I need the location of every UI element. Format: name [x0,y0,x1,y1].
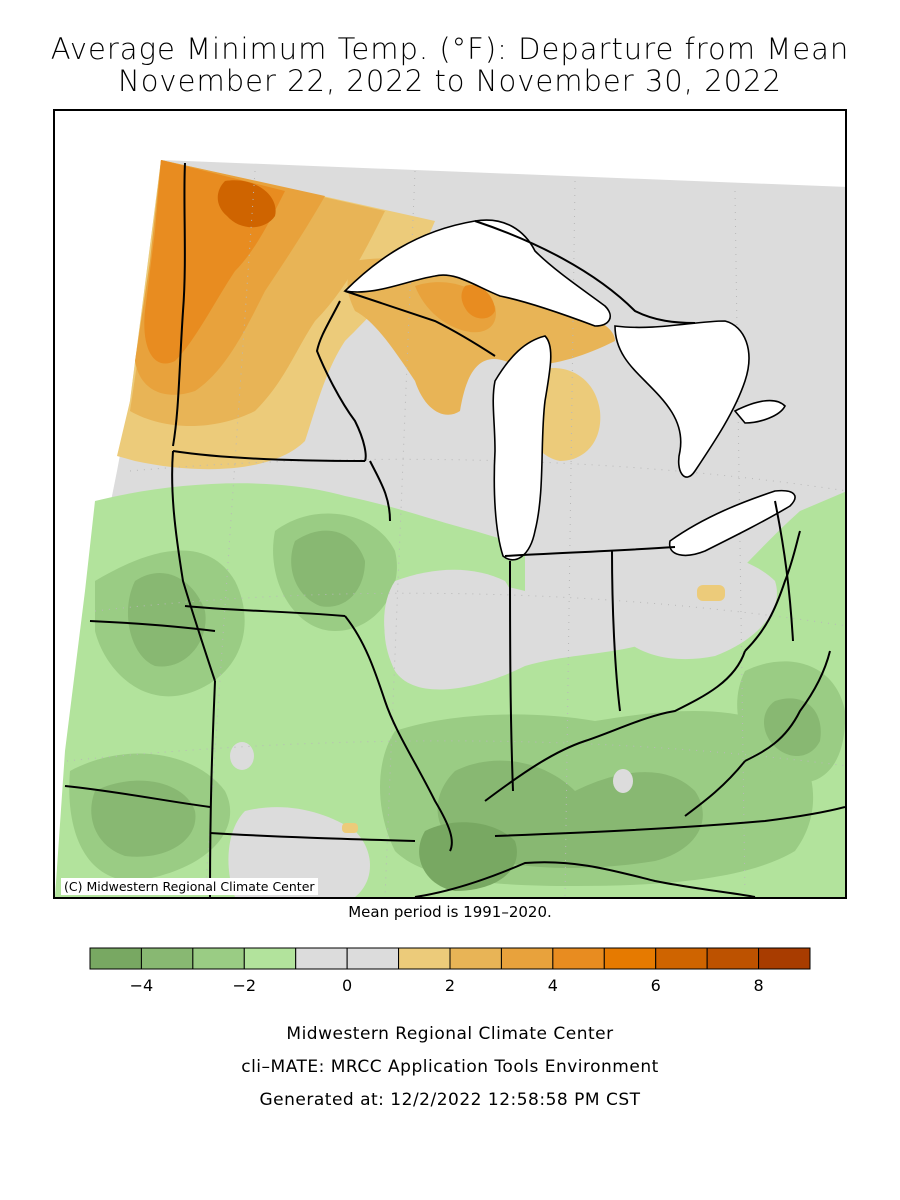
near-normal-regions [228,547,777,897]
region-green-dark [127,572,206,667]
region-orange-lake-superior [347,258,615,415]
boundary-mn-wi [315,300,367,462]
legend-bin [192,947,245,970]
boundary-ks-mo [209,680,216,897]
boundary-ne-ks [89,620,216,632]
legend-tick-label: 6 [651,976,661,995]
legend-tick-label: 0 [342,976,352,995]
region-green-dark-3 [91,780,196,857]
legend-bin [552,947,605,970]
map-copyright: (C) Midwestern Regional Climate Center [61,878,318,895]
legend-tick-label: 4 [548,976,558,995]
temperature-departure-map [55,111,845,897]
boundary-ia-mo [184,605,346,617]
boundary-wi-il [369,460,391,522]
boundary-ky-north [484,650,746,802]
region-orange-up-dark [461,285,495,319]
boundary-ks-ok [64,785,211,808]
region-gray-east [603,547,777,660]
footer-application: cli–MATE: MRCC Application Tools Environ… [241,1057,659,1077]
boundary-tn-south [414,861,756,897]
legend-bin [295,947,348,970]
boundary-mi-canada [474,220,696,324]
state-boundaries [64,162,845,897]
boundary-mn-south [172,450,366,462]
boundary-ky-tn [494,806,845,837]
above-normal-regions [117,160,725,833]
legend-tick-label: −4 [130,976,154,995]
boundary-il-in [509,560,514,792]
boundary-oh-wv [744,530,801,652]
region-gray-south [228,807,370,897]
region-gray-central [384,569,520,687]
legend-bin [346,947,400,970]
region-green-dark-2 [291,530,365,607]
footer-organization: Midwestern Regional Climate Center [286,1024,614,1044]
legend-bin [398,947,451,970]
region-orange-dark [217,180,276,228]
legend-bin [449,947,502,970]
boundary-wi-mi-up [344,290,496,357]
footer-generated-at: Generated at: 12/2/2022 12:58:58 PM CST [259,1090,641,1110]
boundary-in-oh [611,550,621,712]
map-title-line-1: Average Minimum Temp. (°F): Departure fr… [50,32,850,66]
great-lakes [343,219,796,561]
region-orange-missouri [342,823,358,833]
region-green-darkest [419,822,517,891]
mean-period-note: Mean period is 1991–2020. [348,903,552,921]
legend-bin [500,947,554,970]
legend-bin [758,947,811,970]
boundary-wv-va [744,650,831,762]
region-gray-dot [613,769,633,793]
legend-bin [140,947,194,970]
legend-bin [243,947,297,970]
legend-bin [603,947,657,970]
legend-tick-labels: −4 −2 0 2 4 6 8 [130,976,764,995]
below-normal-regions [55,483,845,897]
legend-bin [706,947,760,970]
lake-erie [669,489,796,557]
legend-tick-label: 8 [753,976,763,995]
map-title-line-2: November 22, 2022 to November 30, 2022 [118,64,782,98]
legend-bin [655,947,708,970]
boundary-ky-va [684,760,746,817]
lake-huron [614,320,750,478]
map-frame: (C) Midwestern Regional Climate Center [53,109,847,899]
boundary-il-west [344,615,453,852]
boundary-pa-ny [774,500,794,642]
legend-tick-label: −2 [232,976,256,995]
color-legend: −4 −2 0 2 4 6 8 [89,947,811,995]
boundary-ia-west [171,450,216,682]
boundary-mo-ar [209,832,416,842]
legend-color-bins [89,947,811,970]
region-gray-dot-2 [230,742,254,770]
region-orange-ohio [697,585,725,601]
lake-ontario [733,399,786,424]
footer: Midwestern Regional Climate Center cli–M… [0,1018,900,1117]
boundary-mi-oh [504,546,676,557]
legend-tick-label: 2 [445,976,455,995]
lake-superior [343,219,611,327]
lake-michigan [492,335,552,561]
legend-bin [89,947,142,970]
boundary-mn-west [172,162,186,447]
